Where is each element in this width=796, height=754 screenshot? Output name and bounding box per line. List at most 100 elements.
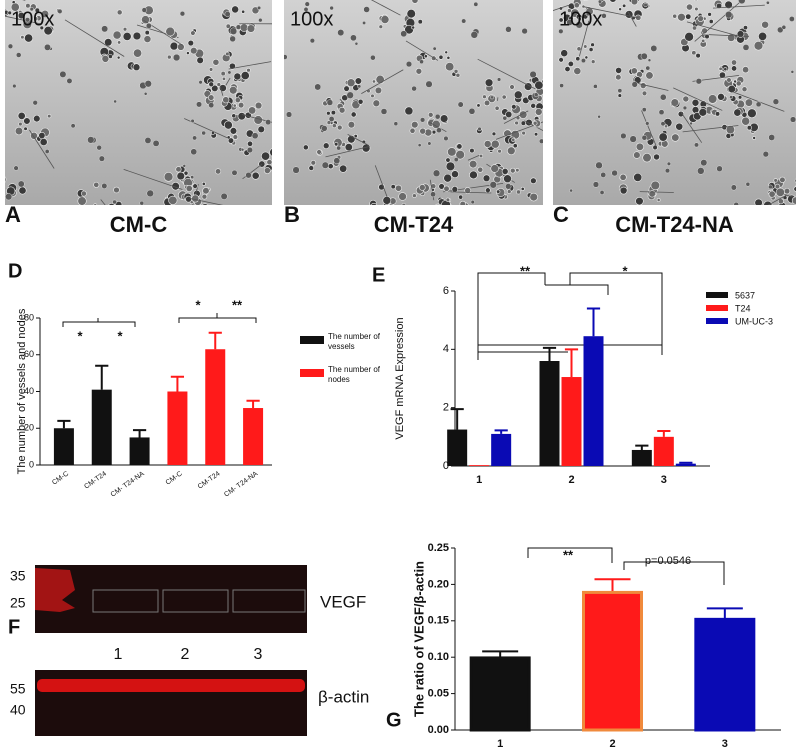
cell: [378, 24, 384, 29]
cell: [672, 13, 678, 19]
cell: [165, 26, 175, 37]
cell: [278, 171, 282, 175]
cell: [521, 130, 526, 136]
cell: [700, 159, 708, 167]
micrograph: 100x: [284, 0, 551, 205]
cell: [201, 203, 209, 205]
cell: [117, 40, 122, 45]
cell: [490, 95, 494, 100]
cell: [509, 84, 515, 90]
cell: [417, 19, 423, 25]
cell: [617, 88, 623, 94]
legend-swatch: [706, 305, 728, 311]
cell: [152, 139, 160, 147]
annotation: *: [195, 297, 201, 312]
cell: [438, 54, 444, 60]
cell: [559, 83, 564, 88]
cell: [502, 115, 508, 121]
cell: [220, 192, 228, 200]
cell: [656, 198, 661, 202]
cell: [451, 186, 459, 193]
cell: [436, 204, 441, 205]
cell: [208, 67, 214, 72]
branch: [680, 112, 703, 143]
cell: [24, 17, 31, 23]
cell: [658, 132, 668, 142]
cell: [534, 80, 543, 90]
cell: [558, 17, 564, 23]
cell: [510, 167, 516, 174]
x-tick-label: 3: [722, 738, 728, 750]
cell: [641, 107, 647, 113]
cell: [766, 0, 770, 5]
cell: [338, 106, 346, 114]
cell: [470, 31, 478, 39]
cell: [445, 197, 450, 202]
cell: [545, 121, 551, 127]
cell: [168, 195, 178, 205]
marker-label: 40: [10, 702, 26, 718]
annotation: *: [622, 263, 628, 278]
cell: [439, 114, 449, 123]
lane-label: 1: [114, 646, 123, 663]
cell: [566, 19, 573, 26]
cell: [176, 171, 185, 181]
cell: [343, 85, 350, 92]
cell: [248, 106, 257, 115]
cell: [354, 77, 363, 85]
cell: [18, 121, 23, 127]
cell: [575, 21, 583, 29]
branch: [682, 125, 739, 133]
cell: [601, 13, 607, 19]
cell: [111, 207, 114, 210]
bar: [675, 463, 696, 466]
cell: [101, 25, 109, 33]
cell: [444, 50, 449, 55]
cell: [93, 181, 100, 188]
cell: [33, 16, 39, 22]
cell: [23, 126, 28, 131]
cell: [14, 126, 24, 136]
bar: [539, 361, 560, 466]
cell: [208, 81, 215, 88]
cell: [548, 12, 552, 16]
cell: [328, 116, 335, 122]
cell: [273, 176, 279, 182]
cell: [682, 105, 688, 111]
cell: [520, 120, 526, 126]
cell: [619, 173, 627, 181]
cell: [645, 65, 651, 71]
cell: [641, 90, 648, 97]
cell: [677, 110, 685, 118]
cell: [240, 147, 245, 152]
cell: [192, 183, 198, 189]
cell: [573, 2, 580, 9]
cell: [44, 149, 50, 154]
cell: [643, 2, 648, 8]
cell: [266, 159, 272, 166]
legend-entry: The number of vessels: [328, 332, 380, 351]
y-tick-label: 0: [443, 460, 449, 472]
cell: [23, 117, 31, 125]
cell: [530, 177, 537, 185]
cell: [207, 94, 215, 101]
cell: [363, 6, 370, 13]
cell: [468, 159, 478, 169]
cell: [246, 68, 251, 73]
branch: [347, 134, 370, 146]
cell: [633, 151, 641, 159]
legend-swatch: [706, 318, 728, 324]
cell: [112, 199, 117, 205]
cell: [43, 26, 53, 36]
cell: [501, 94, 507, 100]
cell: [398, 192, 407, 201]
cell: [201, 130, 206, 136]
y-tick-label: 6: [443, 285, 449, 297]
cell: [17, 180, 25, 188]
cell: [167, 54, 172, 60]
cell: [141, 15, 150, 25]
cell: [265, 119, 272, 126]
band-label: β-actin: [318, 687, 369, 706]
cell: [768, 134, 776, 141]
cell: [458, 194, 464, 200]
